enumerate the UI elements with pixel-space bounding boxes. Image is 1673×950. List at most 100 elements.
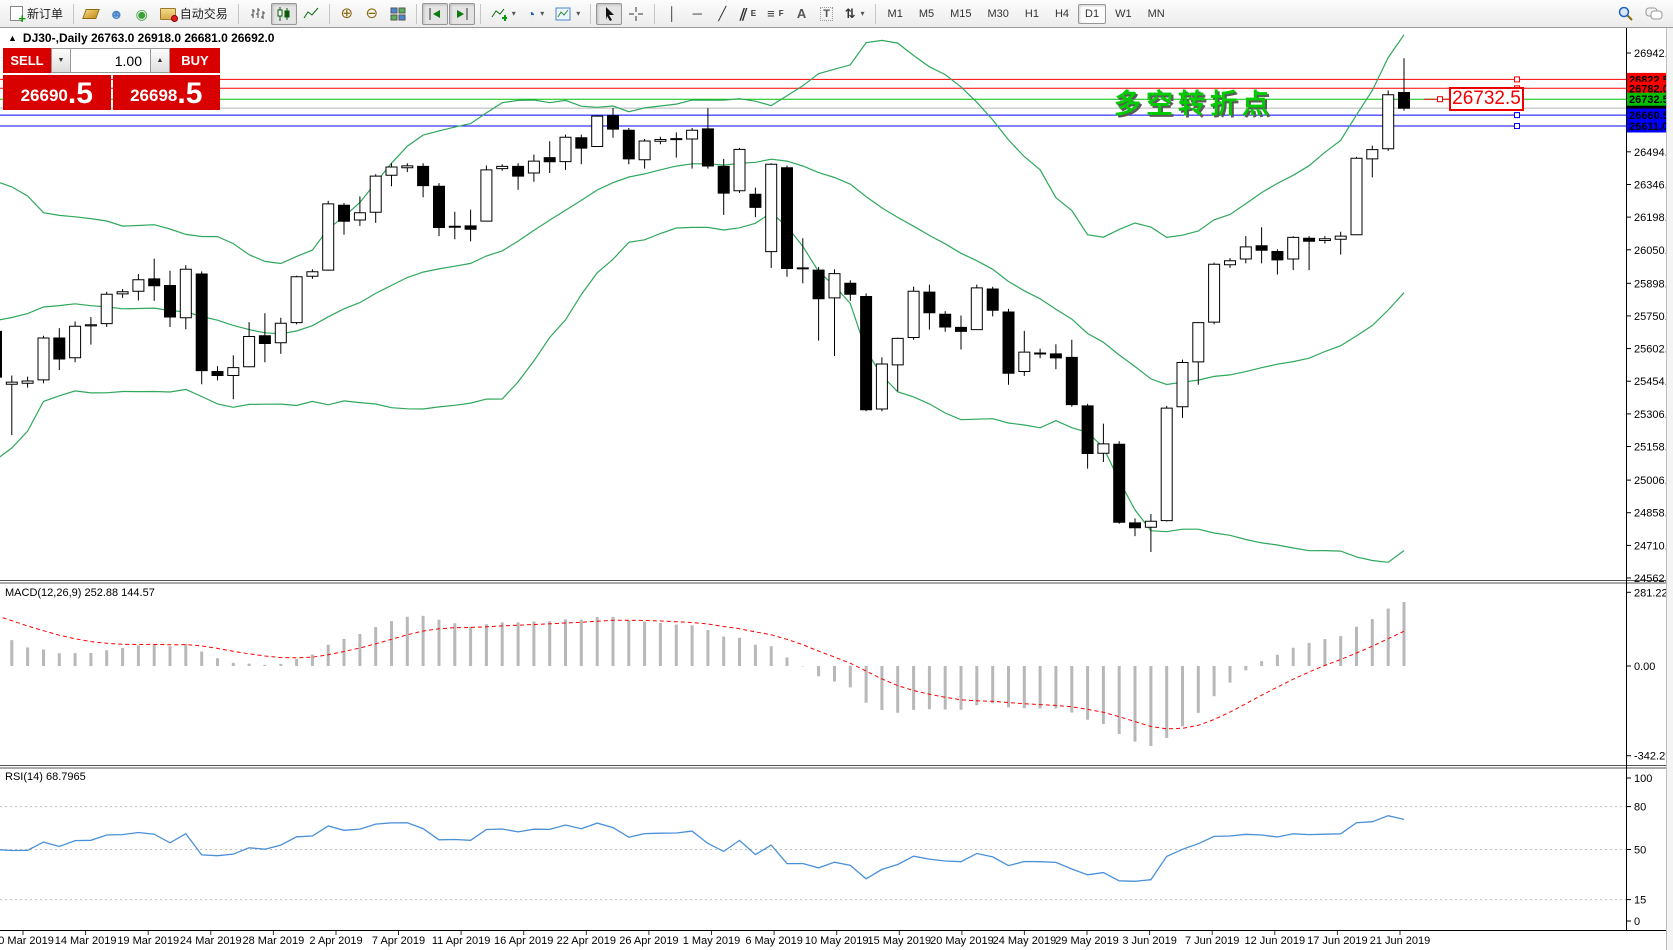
candlestick-chart-button[interactable] bbox=[270, 2, 297, 25]
timeframe-button-w1[interactable]: W1 bbox=[1108, 4, 1139, 24]
crosshair-button[interactable] bbox=[623, 3, 649, 25]
hline-axis-label-bg bbox=[1627, 119, 1673, 133]
hline-handle[interactable] bbox=[1514, 76, 1520, 83]
bear-candle-bodies bbox=[0, 92, 1410, 529]
bollinger-middle-band bbox=[0, 158, 1405, 386]
news-button[interactable]: ◉ bbox=[130, 3, 154, 25]
buy-price-panel[interactable]: 26698.5 bbox=[112, 75, 220, 110]
hline-handle[interactable] bbox=[1514, 112, 1520, 119]
horizontal-line-tool-button[interactable]: ─ bbox=[685, 3, 709, 25]
indicators-icon bbox=[491, 8, 507, 21]
templates-button[interactable]: ▾ bbox=[550, 3, 585, 25]
price-label-annotation[interactable]: 26732.5 bbox=[1449, 87, 1524, 111]
volume-stepper: ▼ 1.00 ▲ bbox=[51, 48, 170, 73]
timeframe-button-m30[interactable]: M30 bbox=[981, 4, 1016, 24]
vertical-line-icon: │ bbox=[668, 6, 677, 21]
cursor-button[interactable] bbox=[596, 2, 623, 25]
toolbar-separator bbox=[874, 3, 876, 24]
styler-icon bbox=[82, 8, 100, 19]
timeframe-button-mn[interactable]: MN bbox=[1141, 4, 1172, 24]
window-right-edge bbox=[1666, 28, 1673, 950]
crosshair-icon bbox=[629, 6, 644, 21]
text-label-tool-button[interactable]: T bbox=[815, 3, 839, 25]
fibonacci-tool-button[interactable]: ≡ F bbox=[762, 3, 788, 25]
tile-windows-button[interactable] bbox=[385, 3, 411, 25]
vertical-line-tool-button[interactable]: │ bbox=[660, 3, 684, 25]
price-tick-label: 25158.0 bbox=[1634, 442, 1673, 454]
sell-button[interactable]: SELL bbox=[3, 48, 51, 73]
autotrading-button[interactable]: 自动交易 bbox=[155, 3, 233, 25]
volume-decrease-button[interactable]: ▼ bbox=[51, 48, 71, 73]
timeframe-button-h1[interactable]: H1 bbox=[1018, 4, 1046, 24]
chart-title-text: DJ30-,Daily 26763.0 26918.0 26681.0 2669… bbox=[22, 31, 275, 45]
date-label: 24 Mar 2019 bbox=[180, 935, 242, 947]
date-label: 10 Mar 2019 bbox=[0, 935, 54, 947]
channel-tool-button[interactable]: ∥ E bbox=[735, 3, 761, 25]
bar-chart-button[interactable] bbox=[244, 3, 270, 25]
hline-axis-label: 26611.0 bbox=[1629, 121, 1668, 133]
buy-button[interactable]: BUY bbox=[170, 48, 220, 73]
price-label-handle[interactable] bbox=[1437, 96, 1443, 103]
toolbar-separator bbox=[415, 3, 417, 24]
bull-candle-bodies bbox=[5, 94, 1395, 528]
auto-scroll-button[interactable] bbox=[421, 2, 448, 25]
buy-price-fraction: .5 bbox=[177, 77, 203, 110]
trendline-tool-button[interactable]: ╱ bbox=[710, 3, 734, 25]
chat-button[interactable] bbox=[1640, 3, 1668, 25]
indicators-button[interactable]: ▾ bbox=[486, 3, 521, 25]
community-button[interactable]: ☻ bbox=[104, 3, 129, 25]
volume-input[interactable]: 1.00 bbox=[71, 48, 150, 73]
rsi-axis-label: 50 bbox=[1634, 845, 1646, 857]
sell-price-main: 26690 bbox=[20, 86, 68, 105]
macd-signal-line bbox=[0, 616, 1405, 730]
macd-pane bbox=[0, 602, 1406, 747]
toolbar-separator bbox=[73, 3, 75, 24]
styler-button[interactable] bbox=[79, 3, 103, 25]
dropdown-arrow-icon: ▾ bbox=[540, 9, 545, 18]
price-tick-label: 26198.0 bbox=[1634, 212, 1673, 224]
timeframe-button-m5[interactable]: M5 bbox=[912, 4, 941, 24]
zoom-in-button[interactable]: ⊕ bbox=[335, 3, 359, 25]
search-button[interactable] bbox=[1612, 3, 1639, 25]
hline-axis-label-bg bbox=[1627, 108, 1673, 122]
chart-shift-button[interactable] bbox=[448, 2, 475, 25]
rsi-line bbox=[0, 815, 1405, 882]
timeframe-button-m15[interactable]: M15 bbox=[943, 4, 978, 24]
templates-icon bbox=[555, 7, 571, 20]
channel-icon-letter: E bbox=[750, 9, 757, 18]
chat-icon bbox=[1645, 7, 1663, 19]
collapse-panel-icon[interactable]: ▲ bbox=[8, 33, 17, 43]
zoom-out-button[interactable]: ⊖ bbox=[360, 3, 384, 25]
timeframe-button-m1[interactable]: M1 bbox=[881, 4, 910, 24]
fibonacci-icon-letter: F bbox=[778, 9, 784, 18]
sell-price-panel[interactable]: 26690.5 bbox=[3, 75, 111, 110]
new-order-button[interactable]: + 新订单 bbox=[5, 3, 68, 25]
date-label: 26 Apr 2019 bbox=[619, 935, 678, 947]
text-tool-button[interactable]: A bbox=[790, 3, 814, 25]
rsi-pane bbox=[0, 806, 1626, 901]
arrows-tool-button[interactable]: ⇅ ▾ bbox=[840, 3, 870, 25]
timeframe-button-h4[interactable]: H4 bbox=[1048, 4, 1076, 24]
date-label: 16 Apr 2019 bbox=[494, 935, 553, 947]
timeframe-button-d1[interactable]: D1 bbox=[1078, 3, 1107, 24]
new-order-icon: + bbox=[10, 6, 26, 25]
volume-increase-button[interactable]: ▲ bbox=[150, 48, 170, 73]
line-chart-button[interactable] bbox=[298, 3, 324, 25]
price-tick-label: 25750.0 bbox=[1634, 311, 1673, 323]
price-tick-label: 25602.0 bbox=[1634, 344, 1673, 356]
channel-icon: ∥ bbox=[738, 5, 750, 21]
date-label: 28 Mar 2019 bbox=[243, 935, 305, 947]
hline-handle[interactable] bbox=[1514, 123, 1520, 129]
chart-shift-icon bbox=[456, 7, 468, 20]
candlestick-icon bbox=[277, 6, 290, 21]
price-tick-label: 25006.0 bbox=[1634, 475, 1673, 487]
toolbar-separator bbox=[654, 3, 656, 24]
periods-button[interactable]: ◔ ▾ bbox=[522, 3, 549, 25]
date-label: 29 May 2019 bbox=[1055, 935, 1119, 947]
turning-point-annotation[interactable]: 多空转折点 bbox=[1114, 89, 1274, 119]
autotrading-stopped-dot bbox=[170, 14, 178, 22]
dropdown-arrow-icon: ▾ bbox=[576, 9, 581, 18]
date-label: 7 Jun 2019 bbox=[1185, 935, 1239, 947]
price-tick-label: 25898.0 bbox=[1634, 278, 1673, 290]
